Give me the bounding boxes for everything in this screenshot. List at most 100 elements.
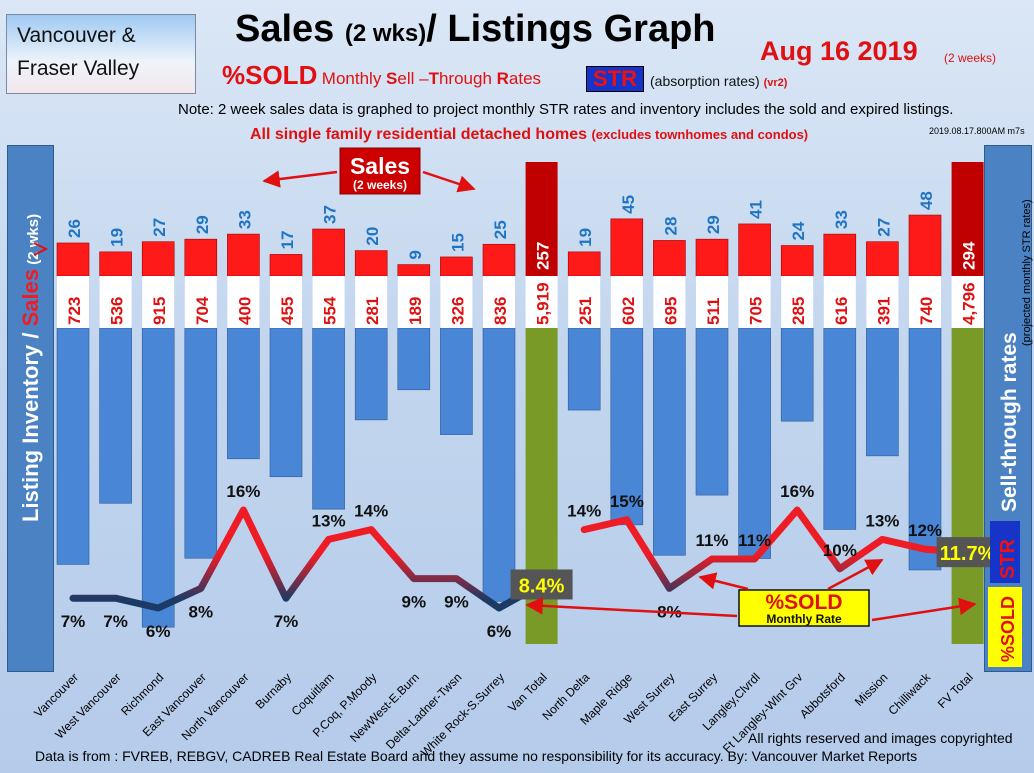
inventory-bar [269, 327, 303, 478]
sales-bar [440, 256, 473, 277]
sales-value-label: 28 [661, 217, 680, 236]
inventory-label-band [909, 276, 941, 328]
inventory-bar [823, 327, 857, 530]
inventory-value-label: 281 [363, 297, 382, 325]
sales-bar [866, 241, 899, 277]
rate-value-label: 11% [695, 531, 728, 550]
right-axis-sub: (projected monthly STR rates) [1021, 199, 1033, 346]
rate-value-label: 13% [312, 511, 346, 530]
inventory-value-label: 4,796 [960, 282, 979, 325]
right-str-box [990, 521, 1020, 583]
inventory-value-label: 704 [193, 296, 212, 325]
footer-rights: All rights reserved and images copyright… [748, 730, 1013, 746]
right-str-label: STR [997, 538, 1019, 579]
rate-value-label: 7% [61, 612, 86, 631]
sales-callout-arrow-right [422, 170, 476, 193]
sales-callout-title: Sales [350, 153, 410, 179]
inventory-bar [653, 327, 686, 556]
inventory-bar [780, 327, 814, 422]
total-rate-label: 8.4% [519, 575, 565, 597]
category-label: Mission [852, 670, 891, 709]
title-small: (2 wks) [344, 20, 427, 47]
inventory-label-band [525, 276, 558, 328]
sales-value-label: 15 [448, 233, 467, 252]
footer-source: Data is from : FVREB, REBGV, CADREB Real… [35, 748, 918, 764]
rate-value-label: 7% [274, 612, 299, 631]
inventory-value-label: 455 [278, 297, 297, 325]
report-date-sub: (2 weeks) [944, 51, 997, 65]
inventory-value-label: 723 [65, 297, 84, 325]
rate-value-label: 6% [146, 622, 171, 641]
rate-value-label: 12% [908, 521, 942, 540]
inventory-label-band [781, 276, 814, 328]
inventory-value-label: 326 [448, 297, 467, 325]
sales-callout-box [339, 147, 421, 195]
inventory-label-band [653, 276, 686, 328]
inventory-bar [482, 327, 516, 602]
right-sold-box [988, 587, 1022, 667]
sales-value-label: 19 [108, 228, 127, 247]
inventory-label-band [355, 276, 388, 328]
version-label: (vr2) [763, 77, 788, 89]
left-axis-part2: Sales [18, 269, 43, 327]
inventory-label-band [227, 276, 260, 328]
rate-value-label: 9% [402, 593, 427, 612]
inventory-label-band [270, 276, 302, 328]
inventory-bar [567, 327, 601, 411]
region-label-box: Vancouver & Fraser Valley [6, 14, 196, 94]
inventory-bar [56, 327, 90, 565]
subtitle-paren: (excludes townhomes and condos) [591, 127, 809, 142]
sales-bar [482, 243, 516, 277]
timestamp: 2019.08.17.800AM m7s [929, 126, 1025, 136]
sold-callout-arrow-esurrey [698, 572, 749, 591]
rate-value-label: 7% [103, 612, 128, 631]
left-axis-label: Listing Inventory / Sales (2 wks) [18, 214, 43, 522]
sales-value-label: 33 [832, 210, 851, 229]
legend-ell: ell – [397, 69, 429, 88]
sales-bar [525, 162, 558, 276]
rate-value-label: 15% [610, 492, 644, 511]
category-label: Van Total [505, 670, 550, 715]
sales-value-label: 24 [789, 221, 808, 240]
inventory-label-band [99, 276, 132, 328]
sales-bar [695, 238, 729, 277]
inventory-label-band [568, 276, 601, 328]
inventory-label-band [440, 276, 473, 328]
str-badge: STR [586, 66, 644, 92]
inventory-bar [141, 327, 175, 628]
sales-value-label: 26 [65, 219, 84, 238]
rate-value-label: 10% [823, 541, 857, 560]
inventory-bar [440, 327, 473, 435]
sales-bar [354, 250, 388, 277]
title-rest: / Listings Graph [426, 8, 716, 50]
category-label: FV Total [935, 670, 976, 711]
subtitle-main: All single family residential detached h… [250, 126, 592, 143]
right-axis-panel [984, 145, 1032, 672]
inventory-value-label: 511 [704, 298, 723, 325]
inventory-label-band [823, 276, 856, 328]
sales-bar [312, 228, 345, 277]
category-label: Delta-Ladner-Twsn [383, 670, 465, 752]
sales-bar [610, 218, 644, 277]
inventory-bar [227, 327, 260, 460]
sales-bar [184, 238, 218, 277]
inventory-label-band [738, 276, 771, 328]
inventory-label-band [696, 276, 728, 328]
sales-value-label: 257 [534, 242, 553, 270]
sales-bar [269, 254, 303, 277]
region-line-1: Vancouver & [17, 24, 136, 47]
report-date: Aug 16 2019 [760, 36, 918, 66]
sales-bar [227, 233, 260, 277]
sales-value-label: 20 [363, 227, 382, 246]
sales-callout-sub: (2 weeks) [353, 178, 407, 192]
left-axis-part3: (2 wks) [25, 214, 42, 269]
inventory-value-label: 285 [789, 297, 808, 325]
inventory-bar [397, 327, 431, 391]
absorption-label: (absorption rates) (vr2) [650, 73, 787, 89]
inventory-value-label: 400 [235, 297, 254, 325]
sales-value-label: 33 [235, 210, 254, 229]
legend-sold: %SOLD [222, 60, 318, 90]
inventory-label-band [57, 276, 89, 328]
inventory-bar [738, 327, 771, 559]
sales-value-label: 25 [491, 220, 510, 239]
